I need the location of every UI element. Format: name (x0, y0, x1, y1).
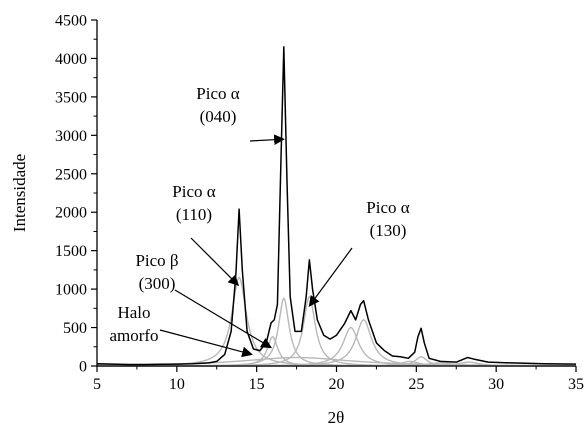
y-ticks: 0 500 1000 1500 2000 2500 3000 3500 4000 4500 (55, 13, 97, 376)
x-axis-title: 2θ (328, 408, 345, 427)
x-tick-label: 10 (169, 376, 185, 393)
annotation-a110: Pico α (110) (172, 182, 240, 287)
annotation-label: Pico α (366, 198, 409, 217)
annotation-label: Halo (117, 303, 150, 322)
annotation-arrow (308, 247, 353, 307)
annotations: Pico α (040) Pico α (110) Pico α (130) Pico β (… (109, 84, 410, 358)
annotation-label: (300) (139, 274, 176, 293)
y-tick-label: 4000 (55, 51, 87, 68)
annotation-b300: Pico β (300) (135, 251, 272, 349)
x-ticks: 5 10 15 20 25 30 35 (93, 366, 584, 393)
total-line (96, 46, 577, 366)
annotation-arrow (249, 134, 285, 146)
annotation-arrow (190, 237, 240, 287)
annotation-label: (110) (176, 205, 212, 224)
total-diffractogram (96, 46, 577, 366)
x-tick-label: 30 (488, 376, 504, 393)
component-peak-line (97, 295, 576, 367)
annotation-label: Pico β (135, 251, 178, 270)
annotation-a130: Pico α (130) (308, 198, 410, 307)
y-tick-label: 0 (79, 359, 87, 376)
x-tick-label: 25 (408, 376, 424, 393)
y-tick-label: 500 (63, 320, 87, 337)
annotation-halo: Halo amorfo (109, 303, 253, 358)
y-tick-label: 2000 (55, 205, 87, 222)
x-tick-label: 5 (93, 376, 101, 393)
annotation-label: Pico α (196, 84, 239, 103)
annotation-arrow (174, 289, 272, 349)
annotation-a040: Pico α (040) (196, 84, 285, 146)
annotation-label: (040) (200, 107, 237, 126)
annotation-label: (130) (370, 221, 407, 240)
y-tick-label: 3500 (55, 89, 87, 106)
x-tick-label: 20 (329, 376, 345, 393)
y-axis-title: Intensidade (10, 154, 29, 232)
y-tick-label: 3000 (55, 128, 87, 145)
x-tick-label: 15 (249, 376, 265, 393)
y-tick-label: 4500 (55, 13, 87, 30)
y-tick-label: 2500 (55, 166, 87, 183)
x-tick-label: 35 (568, 376, 584, 393)
component-peak-line (97, 319, 576, 367)
annotation-arrow (159, 329, 253, 358)
y-tick-label: 1500 (55, 243, 87, 260)
y-tick-label: 1000 (55, 282, 87, 299)
annotation-label: amorfo (109, 326, 158, 345)
axes (96, 20, 576, 367)
annotation-label: Pico α (172, 182, 215, 201)
